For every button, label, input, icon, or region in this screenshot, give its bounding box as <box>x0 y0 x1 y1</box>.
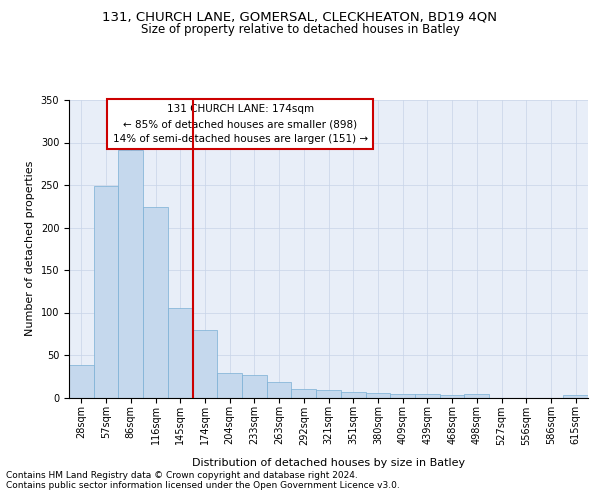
Text: 131, CHURCH LANE, GOMERSAL, CLECKHEATON, BD19 4QN: 131, CHURCH LANE, GOMERSAL, CLECKHEATON,… <box>103 10 497 23</box>
Text: Size of property relative to detached houses in Batley: Size of property relative to detached ho… <box>140 22 460 36</box>
Bar <box>69 365 94 398</box>
Bar <box>168 308 193 398</box>
Bar <box>316 390 341 398</box>
Text: Contains public sector information licensed under the Open Government Licence v3: Contains public sector information licen… <box>6 481 400 490</box>
Bar <box>193 330 217 398</box>
Text: Contains HM Land Registry data © Crown copyright and database right 2024.: Contains HM Land Registry data © Crown c… <box>6 471 358 480</box>
Bar <box>217 373 242 398</box>
Bar <box>143 207 168 398</box>
Text: Distribution of detached houses by size in Batley: Distribution of detached houses by size … <box>192 458 466 468</box>
Text: 131 CHURCH LANE: 174sqm
← 85% of detached houses are smaller (898)
14% of semi-d: 131 CHURCH LANE: 174sqm ← 85% of detache… <box>113 104 368 144</box>
Bar <box>341 392 365 398</box>
Bar <box>390 394 415 398</box>
Bar <box>365 393 390 398</box>
Bar <box>415 394 440 398</box>
Bar <box>292 389 316 398</box>
Bar <box>563 395 588 398</box>
Bar <box>94 186 118 398</box>
Bar <box>440 395 464 398</box>
Bar <box>118 150 143 398</box>
Y-axis label: Number of detached properties: Number of detached properties <box>25 161 35 336</box>
Bar <box>267 382 292 398</box>
Bar <box>464 394 489 398</box>
Bar <box>242 374 267 398</box>
